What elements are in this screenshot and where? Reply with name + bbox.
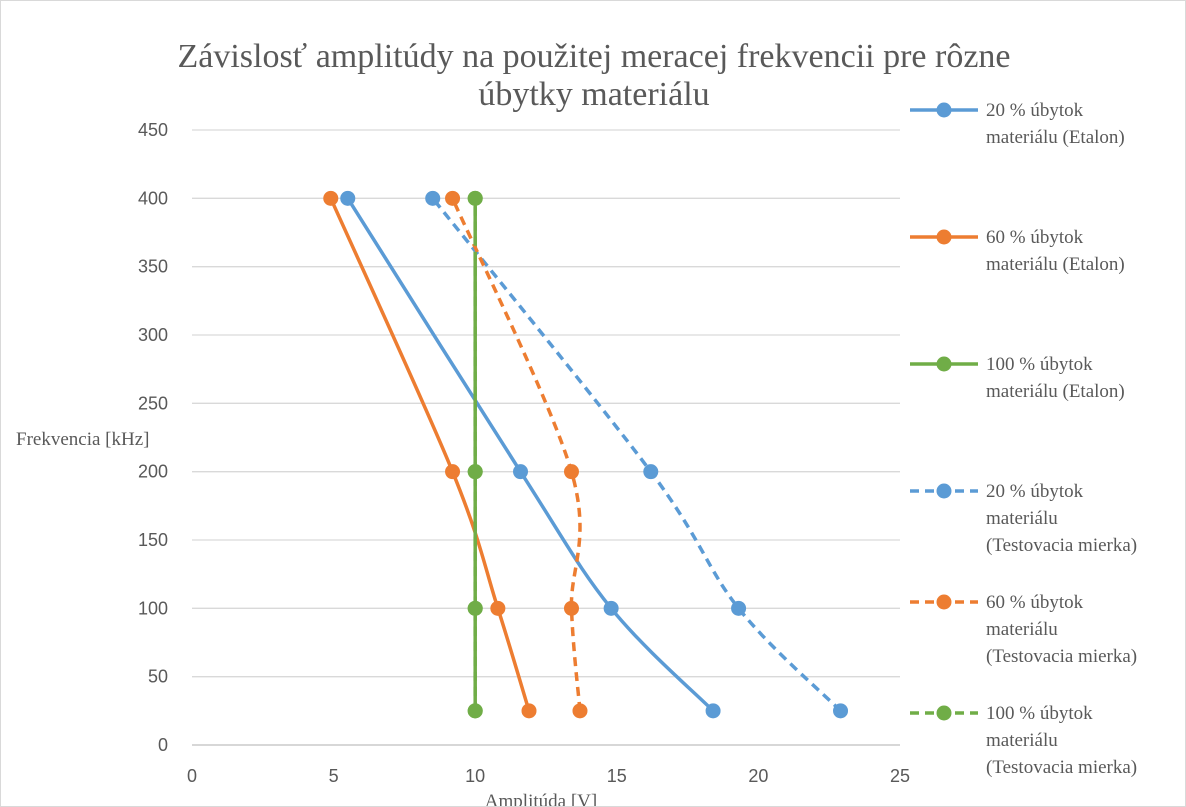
data-point xyxy=(572,703,587,718)
y-tick-label: 250 xyxy=(138,393,168,413)
y-tick-label: 400 xyxy=(138,188,168,208)
x-tick-label: 10 xyxy=(465,766,485,786)
data-point xyxy=(340,191,355,206)
legend-item: 60 % úbytok materiálu (Testovacia mierka) xyxy=(910,592,1137,667)
legend-item: 60 % úbytok materiálu (Etalon) xyxy=(910,227,1125,275)
legend-item: 20 % úbytok materiálu (Etalon) xyxy=(910,100,1125,148)
y-tick-label: 450 xyxy=(138,120,168,140)
series-line xyxy=(433,198,841,711)
data-point xyxy=(643,464,658,479)
legend-marker xyxy=(937,230,952,245)
legend-marker xyxy=(937,484,952,499)
x-axis-label: Amplitúda [V] xyxy=(485,791,597,806)
legend-label: 60 % úbytok xyxy=(986,592,1084,613)
y-tick-label: 100 xyxy=(138,598,168,618)
series-layer xyxy=(323,191,848,719)
legend-label: 100 % úbytok xyxy=(986,354,1093,375)
legend-item: 100 % úbytok materiálu (Etalon) xyxy=(910,354,1125,402)
data-point xyxy=(564,601,579,616)
legend-marker xyxy=(937,595,952,610)
legend-item: 100 % úbytok materiálu (Testovacia mierka) xyxy=(910,703,1137,778)
data-point xyxy=(425,191,440,206)
y-tick-label: 200 xyxy=(138,462,168,482)
y-tick-label: 150 xyxy=(138,530,168,550)
legend-marker xyxy=(937,357,952,372)
y-tick-label: 350 xyxy=(138,257,168,277)
x-tick-label: 0 xyxy=(187,766,197,786)
x-tick-label: 15 xyxy=(607,766,627,786)
data-point xyxy=(468,703,483,718)
y-tick-label: 50 xyxy=(148,667,168,687)
series-line xyxy=(348,198,713,711)
data-point xyxy=(490,601,505,616)
x-tick-label: 20 xyxy=(748,766,768,786)
legend-label: materiálu (Etalon) xyxy=(986,127,1125,148)
legend-label: materiálu (Etalon) xyxy=(986,254,1125,275)
data-point xyxy=(468,601,483,616)
legend-label: 60 % úbytok xyxy=(986,227,1084,248)
data-point xyxy=(513,464,528,479)
data-point xyxy=(468,191,483,206)
data-point xyxy=(522,703,537,718)
series-line xyxy=(331,198,529,711)
x-tick-labels: 0 5 10 15 20 25 xyxy=(187,766,910,786)
chart-title-line: Závislosť amplitúdy na použitej meracej … xyxy=(177,38,1010,75)
legend-label: (Testovacia mierka) xyxy=(986,535,1137,556)
data-point xyxy=(564,464,579,479)
legend-item: 20 % úbytok materiálu (Testovacia mierka) xyxy=(910,481,1137,556)
y-tick-label: 300 xyxy=(138,325,168,345)
y-tick-label: 0 xyxy=(158,735,168,755)
legend-label: 20 % úbytok xyxy=(986,100,1084,121)
legend-label: materiálu xyxy=(986,508,1058,529)
data-point xyxy=(445,191,460,206)
series-5 xyxy=(445,191,587,719)
series-1 xyxy=(340,191,720,719)
data-point xyxy=(706,703,721,718)
legend-label: materiálu xyxy=(986,619,1058,640)
chart-title: Závislosť amplitúdy na použitej meracej … xyxy=(177,38,1010,113)
chart-title-line: úbytky materiálu xyxy=(478,76,709,113)
legend-label: (Testovacia mierka) xyxy=(986,757,1137,778)
grid-lines xyxy=(192,130,900,745)
x-tick-label: 5 xyxy=(329,766,339,786)
legend-label: 100 % úbytok xyxy=(986,703,1093,724)
series-line xyxy=(453,198,580,711)
data-point xyxy=(468,464,483,479)
data-point xyxy=(445,464,460,479)
data-point xyxy=(833,703,848,718)
legend-marker xyxy=(937,103,952,118)
x-tick-label: 25 xyxy=(890,766,910,786)
series-2 xyxy=(323,191,536,719)
legend-label: materiálu (Etalon) xyxy=(986,381,1125,402)
data-point xyxy=(604,601,619,616)
legend-label: materiálu xyxy=(986,730,1058,751)
data-point xyxy=(731,601,746,616)
y-axis-label: Frekvencia [kHz] xyxy=(16,429,149,450)
legend-marker xyxy=(937,706,952,721)
data-point xyxy=(323,191,338,206)
legend-label: (Testovacia mierka) xyxy=(986,646,1137,667)
legend-label: 20 % úbytok xyxy=(986,481,1084,502)
